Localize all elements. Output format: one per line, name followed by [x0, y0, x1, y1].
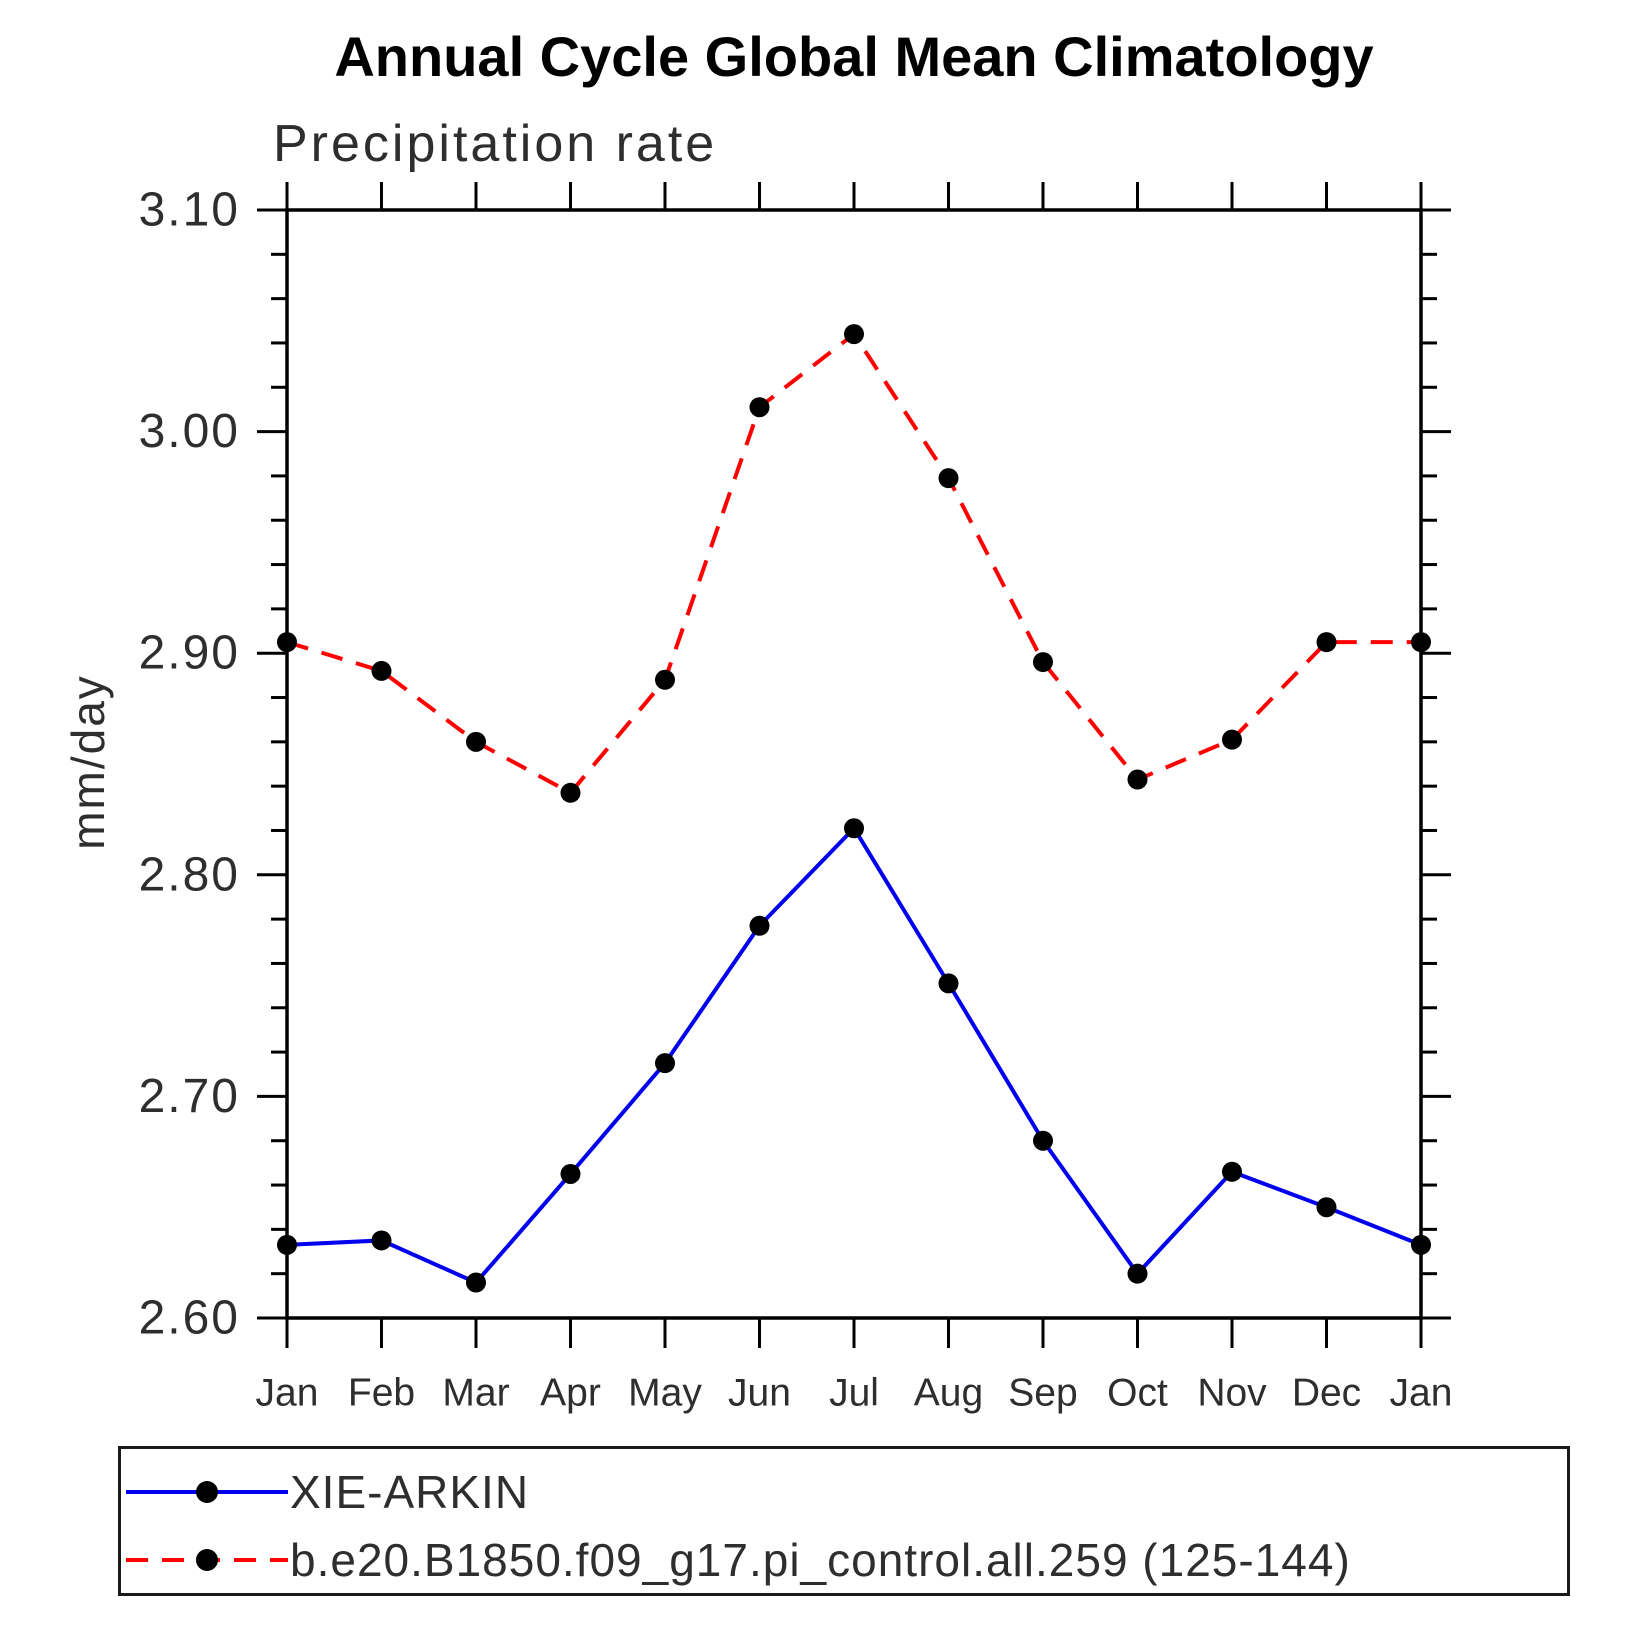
data-point-marker: [466, 1272, 486, 1293]
data-point-marker: [277, 632, 297, 653]
x-tick-label: Jul: [829, 1372, 879, 1415]
chart-subtitle: Precipitation rate: [273, 115, 718, 173]
data-point-marker: [1033, 652, 1053, 673]
x-tick-label: Jun: [728, 1372, 791, 1415]
x-tick-label: Aug: [914, 1372, 983, 1415]
data-point-marker: [1411, 632, 1431, 653]
x-tick-label: Feb: [348, 1372, 415, 1415]
data-point-marker: [1316, 1197, 1337, 1218]
data-point-marker: [938, 973, 959, 994]
data-point-marker: [277, 1234, 297, 1255]
data-point-marker: [1222, 1161, 1242, 1182]
legend-item-xie-arkin: XIE-ARKIN: [121, 1469, 1567, 1515]
data-point-marker: [1222, 729, 1242, 750]
plot-frame: [285, 208, 1423, 1320]
data-point-marker: [844, 818, 864, 839]
y-tick-label: 3.10: [139, 184, 240, 237]
y-tick-label: 2.70: [139, 1070, 240, 1123]
legend-line-sample: [126, 1537, 288, 1583]
x-tick-label: Apr: [540, 1372, 601, 1415]
data-point-marker: [466, 731, 486, 752]
chart-title: Annual Cycle Global Mean Climatology: [334, 25, 1374, 88]
circle-marker-icon: [196, 1481, 218, 1503]
y-tick-label: 2.90: [139, 627, 240, 680]
data-point-marker: [938, 468, 959, 489]
legend-line-sample: [126, 1469, 288, 1515]
data-point-marker: [371, 660, 392, 681]
x-tick-label: Sep: [1008, 1372, 1077, 1415]
legend-item-label: b.e20.B1850.f09_g17.pi_control.all.259 (…: [290, 1534, 1351, 1586]
x-tick-label: May: [628, 1372, 702, 1415]
y-tick-label: 2.60: [139, 1292, 240, 1345]
x-tick-label: Nov: [1197, 1372, 1267, 1415]
y-axis-title: mm/day: [62, 674, 114, 850]
legend: XIE-ARKIN b.e20.B1850.f09_g17.pi_control…: [118, 1446, 1570, 1596]
data-point-marker: [560, 1163, 581, 1184]
data-point-marker: [1316, 632, 1337, 653]
data-point-marker: [1411, 1234, 1431, 1255]
data-point-marker: [1127, 769, 1148, 790]
legend-item-label: XIE-ARKIN: [290, 1466, 530, 1518]
data-point-marker: [844, 324, 864, 345]
data-point-marker: [1127, 1263, 1148, 1284]
data-point-marker: [560, 782, 581, 803]
y-tick-label: 3.00: [139, 405, 240, 458]
data-point-marker: [371, 1230, 392, 1251]
x-tick-label: Dec: [1292, 1372, 1361, 1415]
legend-item-model-run: b.e20.B1850.f09_g17.pi_control.all.259 (…: [121, 1537, 1567, 1583]
x-tick-label: Jan: [256, 1372, 319, 1415]
data-point-marker: [749, 397, 770, 418]
data-point-marker: [1033, 1130, 1053, 1151]
data-point-marker: [749, 915, 770, 936]
data-point-marker: [655, 669, 675, 690]
series-line: [286, 825, 1422, 1285]
x-tick-label: Jan: [1390, 1372, 1453, 1415]
data-point-marker: [655, 1053, 675, 1074]
x-tick-label: Mar: [442, 1372, 509, 1415]
circle-marker-icon: [196, 1549, 218, 1571]
y-tick-label: 2.80: [139, 848, 240, 901]
x-tick-label: Oct: [1107, 1372, 1168, 1415]
series-line: [286, 331, 1421, 796]
